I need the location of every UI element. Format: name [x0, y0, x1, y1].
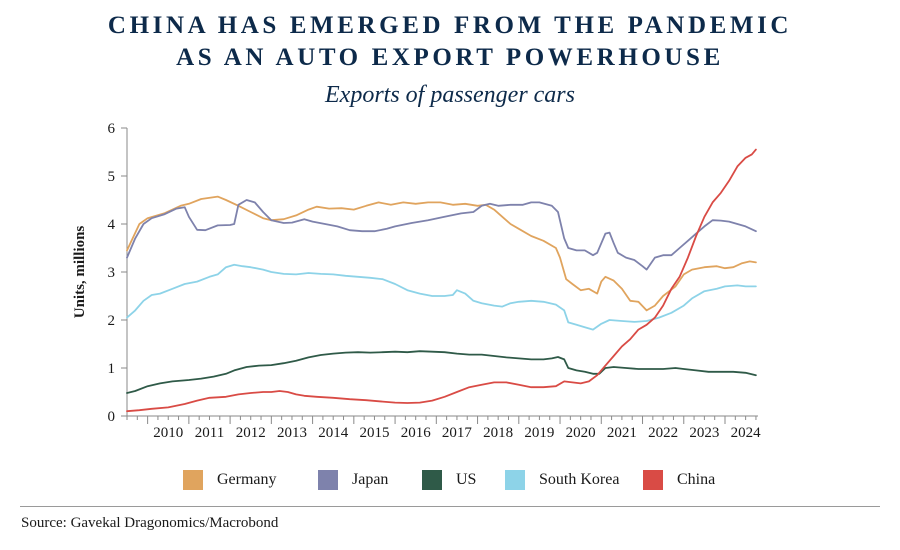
series-line-china [126, 148, 757, 413]
legend-label: South Korea [539, 471, 620, 488]
y-tick-label: 4 [108, 217, 116, 233]
y-tick-label: 3 [108, 265, 116, 281]
legend-item-south-korea: South Korea [505, 470, 619, 490]
x-tick-label: 2024 [731, 425, 762, 441]
x-tick-label: 2011 [195, 425, 224, 441]
source-note: Source: Gavekal Dragonomics/Macrobond [21, 515, 279, 531]
x-tick-label: 2015 [359, 425, 389, 441]
x-tick-label: 2014 [318, 425, 349, 441]
y-tick-label: 2 [108, 313, 116, 329]
y-tick-label: 5 [108, 169, 116, 185]
series-line-germany [126, 195, 757, 312]
legend-item-us: US [422, 470, 476, 490]
chart-axes: 0 1 2 3 4 5 6 2010 2011 2012 2013 2014 2015 2016 2017 2… [72, 121, 761, 441]
legend-swatch [183, 470, 203, 490]
x-tick-label: 2020 [566, 425, 596, 441]
x-tick-label: 2013 [277, 425, 307, 441]
legend-label: Japan [352, 471, 389, 488]
x-tick-label: 2023 [689, 425, 719, 441]
legend-swatch [643, 470, 663, 490]
x-tick-label: 2010 [153, 425, 183, 441]
y-tick-label: 1 [108, 361, 116, 377]
legend-item-china: China [643, 470, 715, 490]
series-line-us [126, 350, 757, 394]
series-lines [126, 148, 757, 413]
x-tick-label: 2017 [442, 425, 473, 441]
legend-swatch [505, 470, 525, 490]
y-axis-label: Units, millions [72, 226, 88, 319]
y-tick-label: 6 [108, 121, 116, 137]
legend-swatch [318, 470, 338, 490]
footer-divider [20, 506, 880, 507]
chart-title-line-2: AS AN AUTO EXPORT POWERHOUSE [176, 44, 724, 71]
legend: Germany Japan US South Korea China [0, 470, 900, 494]
x-tick-label: 2012 [236, 425, 266, 441]
x-tick-label: 2016 [401, 425, 432, 441]
y-tick-label: 0 [108, 409, 116, 425]
x-tick-label: 2018 [483, 425, 513, 441]
series-line-japan [126, 199, 757, 271]
x-tick-label: 2021 [607, 425, 637, 441]
legend-swatch [422, 470, 442, 490]
legend-label: China [677, 471, 716, 488]
legend-item-japan: Japan [318, 470, 388, 490]
legend-item-germany: Germany [183, 470, 277, 490]
line-chart: 0 1 2 3 4 5 6 2010 2011 2012 2013 2014 2015 2016 2017 2… [72, 121, 761, 441]
chart-subtitle: Exports of passenger cars [325, 82, 575, 108]
legend-label: Germany [217, 471, 277, 488]
series-line-south-korea [126, 263, 757, 331]
x-tick-label: 2019 [524, 425, 554, 441]
chart-title-line-1: CHINA HAS EMERGED FROM THE PANDEMIC [107, 12, 793, 39]
x-tick-label: 2022 [648, 425, 678, 441]
legend-label: US [456, 471, 477, 488]
